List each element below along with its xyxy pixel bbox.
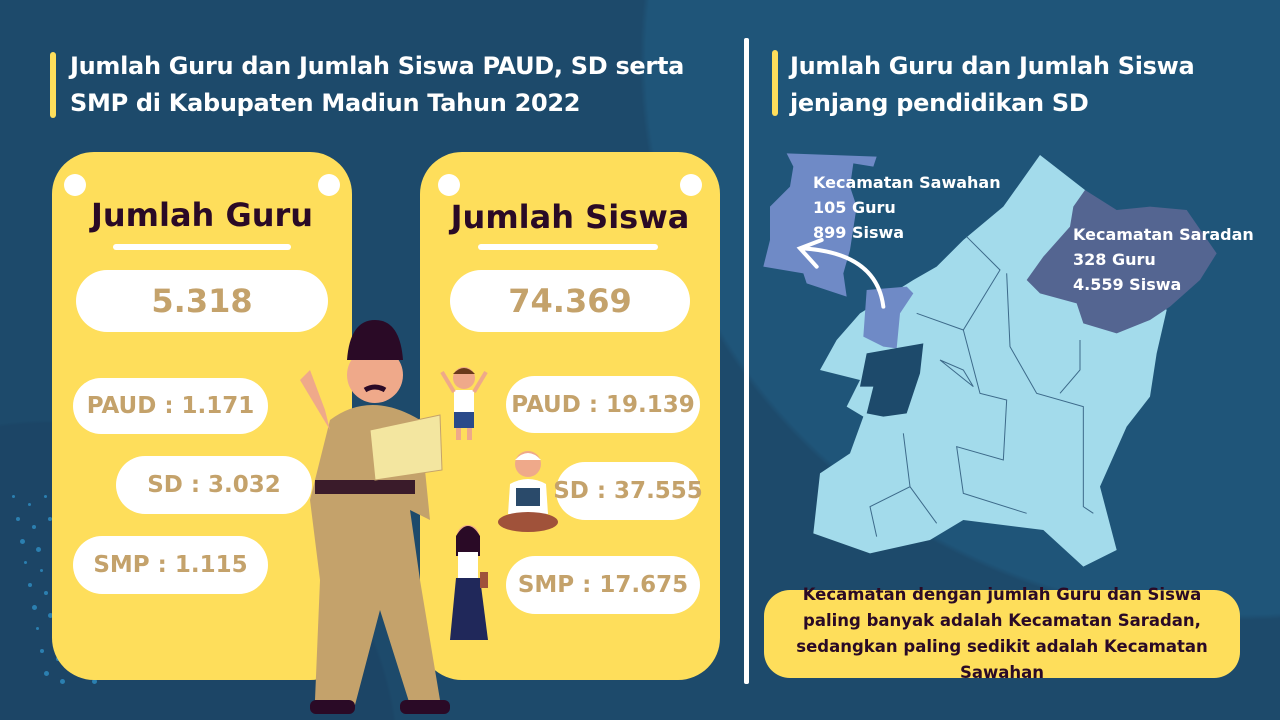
guru-smp: SMP : 1.115 — [73, 536, 268, 594]
section-divider — [744, 38, 749, 684]
dot — [48, 613, 53, 618]
dot — [36, 547, 41, 552]
card-hole — [64, 174, 86, 196]
map-region-saradan — [1026, 190, 1217, 334]
summary-callout: Kecamatan dengan jumlah Guru dan Siswa p… — [764, 585, 1240, 682]
sawahan-label: Kecamatan Sawahan 105 Guru 899 Siswa — [813, 170, 1001, 245]
heading-underline — [478, 244, 658, 250]
siswa-total: 74.369 — [450, 270, 690, 332]
card-hole — [318, 174, 340, 196]
dot — [36, 627, 39, 630]
student-girl-icon — [450, 525, 488, 640]
map-region-sawahan-origin — [863, 286, 914, 349]
sawahan-guru: 105 Guru — [813, 198, 896, 217]
dot — [60, 679, 65, 684]
title-accent-bar — [772, 50, 778, 116]
sawahan-name: Kecamatan Sawahan — [813, 173, 1001, 192]
dot — [40, 649, 44, 653]
arrow-icon — [796, 238, 886, 309]
page-title: Jumlah Guru dan Jumlah Siswa PAUD, SD se… — [70, 52, 685, 117]
dot — [32, 605, 37, 610]
guru-sd: SD : 3.032 — [116, 456, 312, 514]
map-region-sawahan — [763, 153, 877, 297]
dot — [12, 495, 15, 498]
dot — [48, 517, 52, 521]
dot — [44, 495, 47, 498]
map-hole — [860, 343, 924, 417]
guru-paud: PAUD : 1.171 — [73, 378, 268, 434]
teacher-illustration — [300, 320, 450, 714]
saradan-siswa: 4.559 Siswa — [1073, 275, 1182, 294]
dot — [44, 671, 49, 676]
dot — [28, 503, 31, 506]
siswa-smp: SMP : 17.675 — [506, 556, 700, 614]
dot — [16, 517, 20, 521]
saradan-name: Kecamatan Saradan — [1073, 225, 1254, 244]
student-boy-icon — [440, 367, 488, 440]
siswa-paud: PAUD : 19.139 — [506, 376, 700, 433]
card-hole — [438, 174, 460, 196]
dot — [92, 679, 97, 684]
dot — [44, 591, 48, 595]
sawahan-siswa: 899 Siswa — [813, 223, 905, 242]
map-section-title: Jumlah Guru dan Jumlah Siswa jenjang pen… — [790, 52, 1195, 117]
madiun-district-map — [763, 153, 1217, 567]
saradan-guru: 328 Guru — [1073, 250, 1156, 269]
saradan-label: Kecamatan Saradan 328 Guru 4.559 Siswa — [1073, 222, 1254, 297]
dot — [20, 539, 25, 544]
card-hole — [680, 174, 702, 196]
title-accent-bar — [50, 52, 56, 118]
dot — [28, 583, 32, 587]
guru-total: 5.318 — [76, 270, 328, 332]
siswa-sd: SD : 37.555 — [553, 462, 703, 520]
dot — [24, 561, 27, 564]
dot — [32, 525, 36, 529]
student-reading-icon — [498, 451, 558, 532]
guru-heading: Jumlah Guru — [90, 196, 314, 234]
siswa-heading: Jumlah Siswa — [450, 198, 690, 236]
heading-underline — [113, 244, 291, 250]
dot — [40, 569, 43, 572]
